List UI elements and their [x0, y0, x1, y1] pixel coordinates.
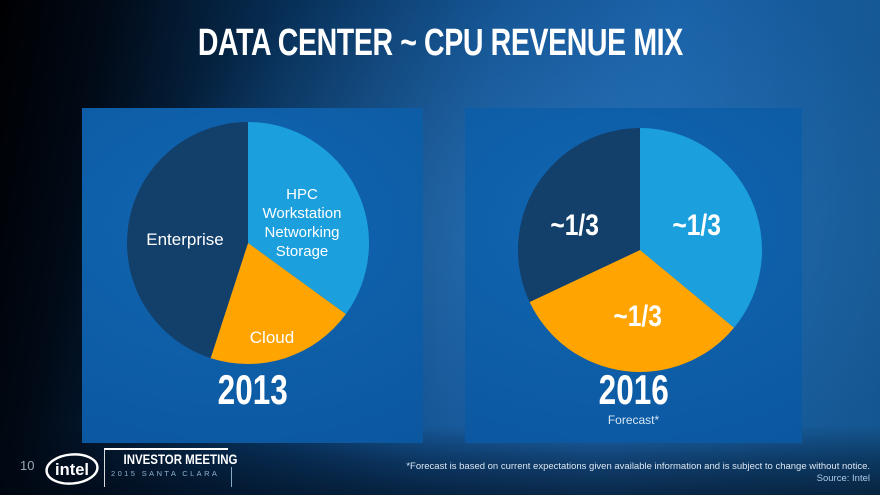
year-label-2013: 2013 [217, 366, 288, 413]
slice-label-line-storage: Storage [275, 243, 329, 260]
pie-slice [126, 122, 248, 359]
pie-slice [210, 243, 346, 365]
slice-label-line-workstation: Workstation [262, 205, 342, 222]
event-detail: 2015 SANTA CLARA [111, 469, 220, 478]
pie-chart-2013 [126, 122, 369, 365]
intel-logo-text: intel [55, 461, 89, 479]
year-label-2016: 2016 [598, 366, 669, 413]
intel-logo: intel [45, 453, 99, 485]
pie-slice [248, 122, 369, 315]
pie-chart-2016 [517, 127, 763, 373]
slice-label-enterprise: Enterprise [146, 230, 224, 249]
event-name: INVESTOR MEETING [123, 451, 238, 467]
event-block: INVESTOR MEETING 2015 SANTA CLARA [104, 448, 238, 487]
slice-label-hpc-group: HPC Workstation Networking Storage [237, 185, 367, 261]
slide-title: DATA CENTER ~ CPU REVENUE MIX [0, 22, 880, 65]
forecast-sublabel: Forecast* [607, 413, 660, 427]
page-number: 10 [20, 458, 35, 473]
pie-slice [517, 127, 640, 302]
pie-panel-2016: ~1/3 ~1/3 ~1/3 2016 Forecast* [465, 108, 802, 443]
slice-label-line-hpc: HPC [286, 186, 318, 203]
slice-label-line-networking: Networking [264, 224, 340, 241]
pie-slice [640, 128, 763, 328]
slice-label-third-cloud: ~1/3 [613, 300, 663, 333]
slide-title-text: DATA CENTER ~ CPU REVENUE MIX [197, 22, 683, 64]
source-text: Source: Intel [816, 473, 870, 484]
fineprint: *Forecast is based on current expectatio… [406, 461, 870, 485]
event-block-tick [231, 467, 232, 487]
slice-label-third-hpc: ~1/3 [672, 209, 722, 242]
footnote-text: *Forecast is based on current expectatio… [406, 461, 870, 472]
pie-slice [529, 250, 734, 373]
pie-panel-2013: Enterprise HPC Workstation Networking St… [82, 108, 423, 443]
slice-label-cloud: Cloud [249, 328, 295, 347]
slice-label-third-enterprise: ~1/3 [550, 209, 600, 242]
